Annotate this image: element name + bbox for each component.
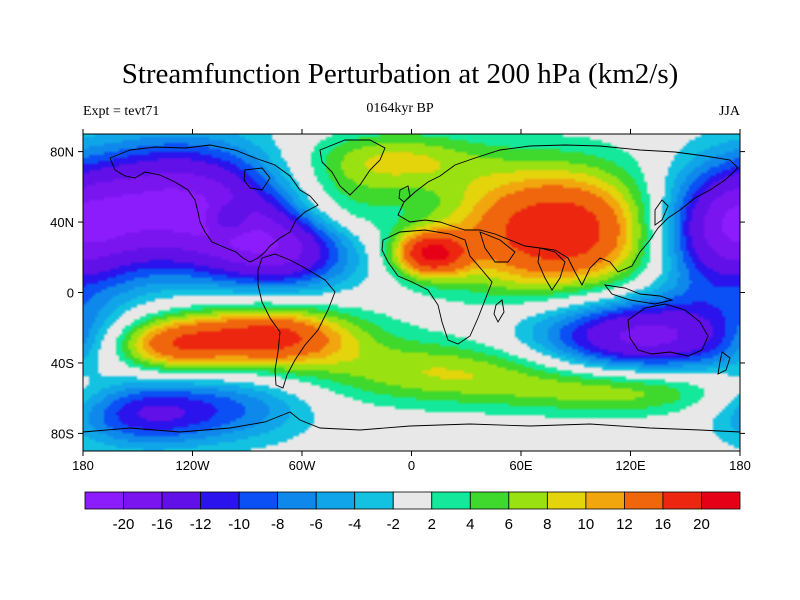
coastline-hudson-bay xyxy=(243,167,271,191)
coastline-japan xyxy=(654,199,669,226)
coastline-antarctica xyxy=(83,411,740,433)
coastline-eurasia xyxy=(397,144,739,286)
season-label: JJA xyxy=(718,104,740,119)
x-tick-label: 120E xyxy=(615,458,646,473)
colorbar-label: 10 xyxy=(578,516,595,533)
x-tick-label: 0 xyxy=(408,458,415,473)
coastline-north-america xyxy=(109,144,319,263)
y-tick-label: 40N xyxy=(50,215,74,230)
x-tick-label: 60W xyxy=(289,458,316,473)
colorbar-swatch xyxy=(200,491,240,510)
colorbar-swatch xyxy=(354,491,394,510)
colorbar-swatch xyxy=(123,491,163,510)
streamfunction-field xyxy=(83,134,740,451)
colorbar-label: -16 xyxy=(151,516,173,533)
colorbar-swatch xyxy=(585,491,625,510)
y-tick-label: 80S xyxy=(51,426,74,441)
colorbar-label: -10 xyxy=(228,516,250,533)
plot-title: Streamfunction Perturbation at 200 hPa (… xyxy=(121,58,679,90)
coastline-greenland xyxy=(319,139,386,196)
colorbar-label: 6 xyxy=(505,516,513,533)
experiment-label: Expt = tevt71 xyxy=(83,104,160,119)
coastline-south-america xyxy=(257,253,336,389)
coastline-arabia xyxy=(479,231,516,263)
coastline-british-isles xyxy=(398,185,411,203)
coastline-new-zealand xyxy=(717,351,731,375)
coastline-africa xyxy=(381,229,493,345)
colorbar-label: -8 xyxy=(271,516,284,533)
colorbar-swatch xyxy=(701,491,741,510)
colorbar-swatch xyxy=(161,491,201,510)
x-tick-label: 180 xyxy=(72,458,94,473)
coastlines xyxy=(83,139,740,433)
colorbar-swatch xyxy=(431,491,471,510)
coastline-madagascar xyxy=(493,299,505,323)
colorbar-label: 4 xyxy=(466,516,474,533)
colorbar-swatch xyxy=(277,491,317,510)
colorbar-label: -12 xyxy=(190,516,212,533)
colorbar-label: -4 xyxy=(348,516,361,533)
colorbar-swatch xyxy=(392,491,433,510)
colorbar-swatch xyxy=(662,491,702,510)
colorbar-label: 20 xyxy=(693,516,710,533)
colorbar-label: 16 xyxy=(655,516,672,533)
y-tick-label: 40S xyxy=(51,356,74,371)
coastline-india xyxy=(537,247,566,291)
colorbar-swatch xyxy=(624,491,664,510)
y-axis: 80N 40N 0 40S 80S xyxy=(50,145,745,441)
colorbar-label: -20 xyxy=(113,516,135,533)
colorbar-label: 12 xyxy=(616,516,633,533)
x-tick-label: 120W xyxy=(176,458,211,473)
x-tick-label: 180 xyxy=(729,458,751,473)
colorbar-swatch xyxy=(508,491,548,510)
colorbar-label: 2 xyxy=(428,516,436,533)
colorbar-swatch xyxy=(238,491,279,510)
x-axis: 180 120W 60W 0 60E 120E 180 xyxy=(72,129,751,473)
colorbar-label: 8 xyxy=(543,516,551,533)
coastline-australia xyxy=(627,303,709,357)
colorbar-swatch xyxy=(315,491,356,510)
colorbar-swatch xyxy=(546,491,587,510)
y-tick-label: 0 xyxy=(67,286,74,301)
colorbar-label: -6 xyxy=(310,516,323,533)
colorbar-swatch xyxy=(84,491,124,510)
coastline-indonesia xyxy=(603,284,674,305)
colorbar-label: -2 xyxy=(387,516,400,533)
x-tick-label: 60E xyxy=(509,458,532,473)
colorbar-swatch xyxy=(469,491,510,510)
period-label: 0164kyr BP xyxy=(366,101,434,116)
y-tick-label: 80N xyxy=(50,145,74,160)
colorbar: -20 -16 -12 -10 -8 -6 -4 -2 2 4 6 8 10 12 16 20 xyxy=(84,491,741,533)
